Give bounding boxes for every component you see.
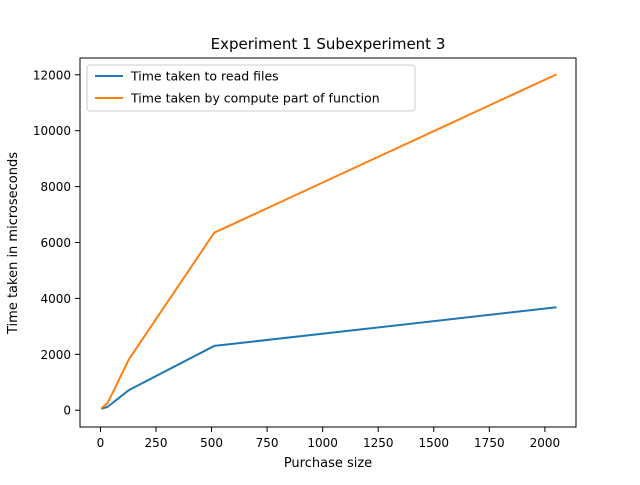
chart-title: Experiment 1 Subexperiment 3 [211,35,446,53]
x-tick-label: 750 [256,436,279,450]
series-line-1 [100,73,557,409]
series-line-0 [100,306,557,410]
x-tick-label: 1000 [307,436,338,450]
legend-label-1: Time taken by compute part of function [130,91,380,106]
y-tick-label: 12000 [33,68,71,82]
x-axis-label: Purchase size [284,456,372,471]
y-tick-label: 8000 [40,180,71,194]
x-tick-label: 1250 [363,436,394,450]
legend-box [86,64,416,112]
x-tick-label: 0 [97,436,105,450]
y-axis-label: Time taken in microseconds [6,152,21,335]
x-tick-label: 250 [145,436,168,450]
x-tick-label: 500 [200,436,223,450]
x-tick-label: 2000 [530,436,561,450]
legend-label-0: Time taken to read files [130,69,279,84]
y-tick-label: 0 [63,404,71,418]
x-tick-label: 1500 [419,436,450,450]
x-tick-label: 1750 [474,436,505,450]
y-tick-label: 6000 [40,236,71,250]
y-tick-label: 4000 [40,292,71,306]
y-tick-label: 10000 [33,124,71,138]
plot-area: 0 250 500 750 1000 1250 1500 1750 2000 0 2000 4000 6… [33,57,577,450]
y-tick-label: 2000 [40,348,71,362]
legend: Time taken to read files Time taken by co… [86,64,416,112]
